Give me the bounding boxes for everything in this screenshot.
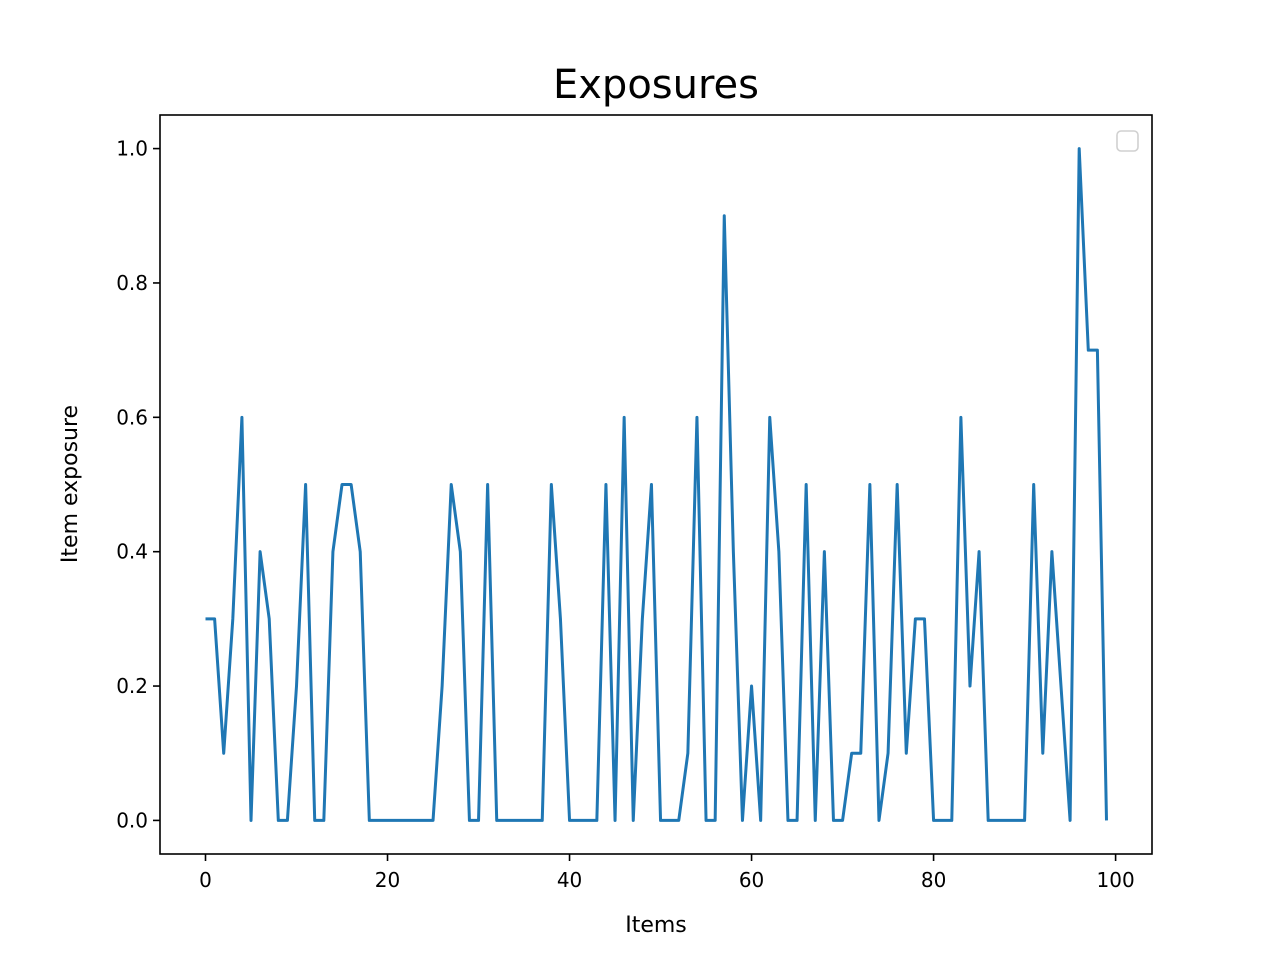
x-tick-label: 60 (739, 868, 764, 892)
plot-area (205, 147, 1108, 822)
legend-box (1116, 130, 1139, 152)
y-tick-label: 0.4 (116, 540, 148, 564)
y-tick-label: 0.2 (116, 674, 148, 698)
y-axis-label: Item exposure (58, 405, 83, 563)
y-tick-label: 1.0 (116, 137, 148, 161)
y-tick-label: 0.8 (116, 271, 148, 295)
x-tick-label: 0 (199, 868, 212, 892)
x-tick-label: 40 (557, 868, 582, 892)
series-line (205, 147, 1108, 822)
y-axis: 0.0 0.2 0.4 0.6 0.8 1.0 (116, 137, 160, 832)
x-axis-label: Items (625, 913, 687, 938)
plot-frame (159, 114, 1153, 855)
x-tick-label: 80 (921, 868, 946, 892)
chart-title: Exposures (553, 62, 759, 108)
x-axis: 0 20 40 60 80 100 (199, 854, 1135, 892)
x-tick-label: 100 (1097, 868, 1135, 892)
y-tick-label: 0.6 (116, 405, 148, 429)
x-tick-label: 20 (375, 868, 400, 892)
y-tick-label: 0.0 (116, 808, 148, 832)
